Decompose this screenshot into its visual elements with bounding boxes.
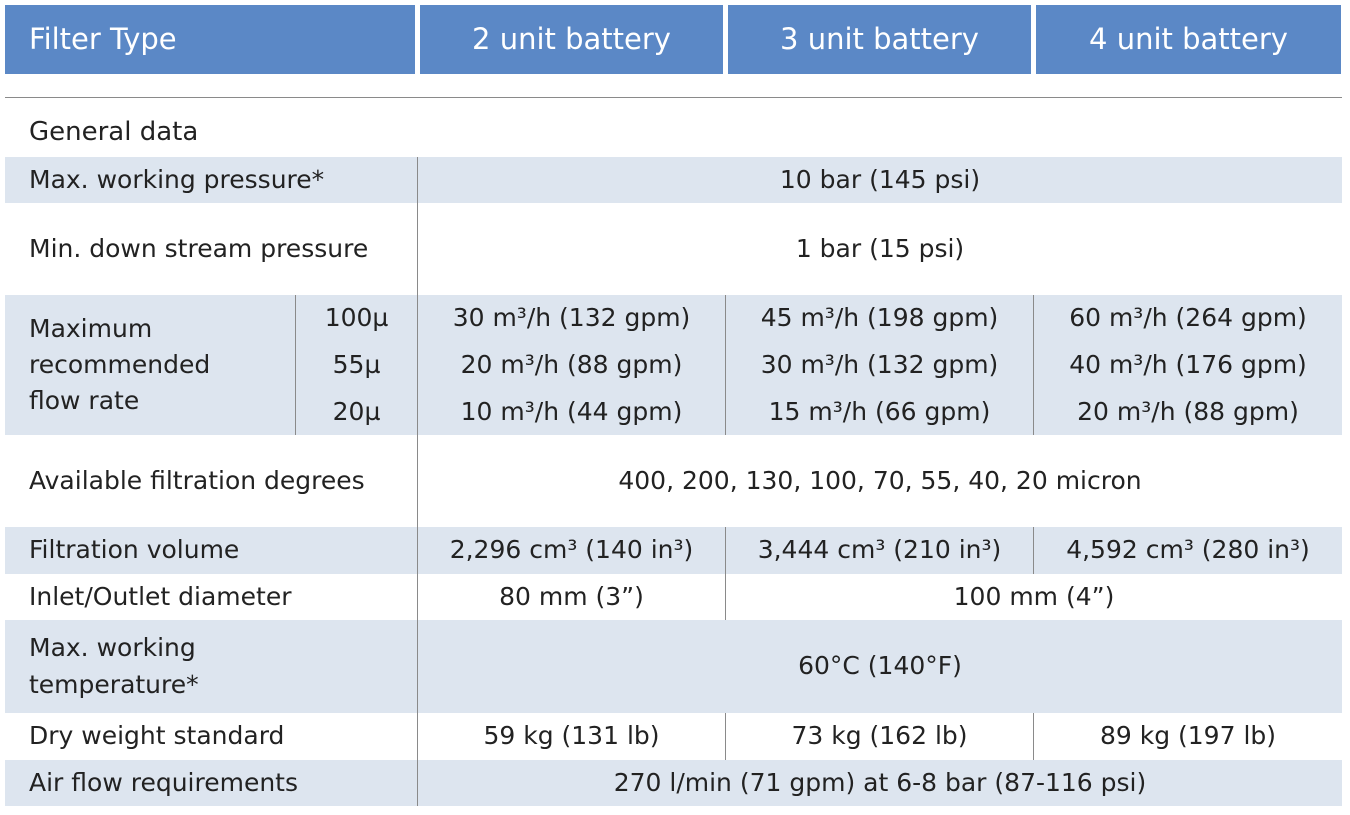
header-cell: 3 unit battery [728,5,1031,74]
row-label: Filtration volume [5,527,417,574]
sub-label: 100µ [295,295,417,342]
row-label: Max. working temperature* [5,620,417,713]
row-value: 80 mm (3”) [417,574,725,620]
row-value: 10 m³/h (44 gpm) [417,388,725,435]
row-value: 73 kg (162 lb) [725,713,1033,760]
row-value: 20 m³/h (88 gpm) [417,341,725,389]
row-value: 4,592 cm³ (280 in³) [1033,527,1342,574]
row-value: 59 kg (131 lb) [417,713,725,760]
row-value: 2,296 cm³ (140 in³) [417,527,725,574]
row-value: 10 bar (145 psi) [417,157,1342,203]
header-cell: Filter Type [5,5,415,74]
row-value: 400, 200, 130, 100, 70, 55, 40, 20 micro… [417,435,1342,527]
section-title: General data [29,117,199,148]
row-value: 100 mm (4”) [725,574,1342,620]
row-value: 45 m³/h (198 gpm) [725,295,1033,342]
row-label: Maximum recommended flow rate [5,295,295,435]
row-value: 1 bar (15 psi) [417,203,1342,295]
row-label: Dry weight standard [29,721,285,751]
header-cell: 2 unit battery [420,5,723,74]
sub-label: 55µ [295,341,417,389]
row-value: 15 m³/h (66 gpm) [725,388,1033,435]
row-value: 270 l/min (71 gpm) at 6-8 bar (87-116 ps… [417,760,1342,806]
row-label: Inlet/Outlet diameter [29,581,292,611]
row-label: Max. working pressure* [5,157,417,203]
row-value: 20 m³/h (88 gpm) [1033,388,1342,435]
row-label: Min. down stream pressure [29,233,369,263]
row-value: 30 m³/h (132 gpm) [417,295,725,342]
header-cell: 4 unit battery [1036,5,1341,74]
row-label: Available filtration degrees [29,465,365,495]
row-label: Air flow requirements [5,760,417,806]
divider [5,97,1342,98]
row-value: 89 kg (197 lb) [1033,713,1342,760]
sub-label: 20µ [295,388,417,435]
row-value: 40 m³/h (176 gpm) [1033,341,1342,389]
row-value: 60 m³/h (264 gpm) [1033,295,1342,342]
row-value: 60°C (140°F) [417,620,1342,713]
row-value: 3,444 cm³ (210 in³) [725,527,1033,574]
row-value: 30 m³/h (132 gpm) [725,341,1033,389]
